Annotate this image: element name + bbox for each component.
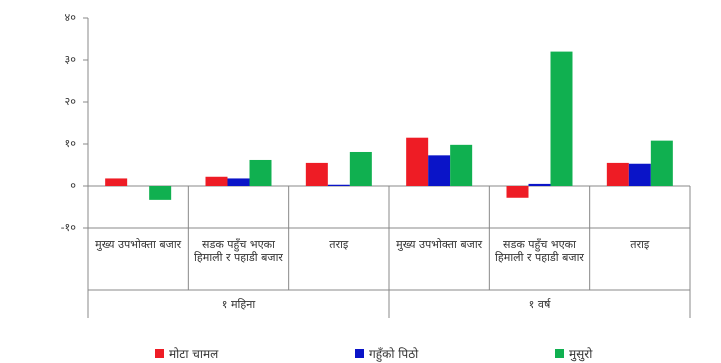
x-tick-label: तराइ [630,238,650,251]
legend-item: मुसुरो [555,345,592,362]
y-tick-label: -१० [61,221,77,234]
bar [349,151,372,186]
y-tick-label: ४० [65,11,77,24]
legend-label: गहुँको पिठो [369,347,419,361]
bar [205,176,228,186]
x-tick-label: मुख्य उपभोक्ता बजार [396,238,483,251]
bar [428,155,451,186]
bar [305,162,328,186]
bar [550,51,573,186]
bar [628,163,651,186]
legend-item: गहुँको पिठो [355,345,418,362]
group-label: १ महिना [221,298,256,311]
x-tick-label: तराइ [329,238,349,251]
y-tick-label: ३० [65,53,77,66]
bar [249,159,272,186]
bar [506,186,529,198]
y-tick-label: २० [65,95,77,108]
bar [149,186,172,200]
bar [105,178,128,186]
bar [450,144,473,186]
legend-swatch [355,349,364,358]
bar [406,137,429,186]
legend-item: मोटा चामल [155,345,218,362]
x-tick-label: सडक पहुँच भएका हिमाली र पहाडी बजार [194,238,283,264]
legend-label: मुसुरो [569,347,593,361]
bar [327,184,350,186]
group-label: १ वर्ष [528,298,551,311]
x-tick-label: मुख्य उपभोक्ता बजार [95,238,182,251]
y-tick-label: १० [65,137,77,150]
legend-label: मोटा चामल [169,347,219,361]
legend-swatch [555,349,564,358]
bar [650,140,673,186]
bar [606,162,629,186]
bar [528,183,551,186]
legend-swatch [155,349,164,358]
y-tick-label: ० [70,179,76,192]
bar [227,178,250,186]
x-tick-label: सडक पहुँच भएका हिमाली र पहाडी बजार [495,238,584,264]
